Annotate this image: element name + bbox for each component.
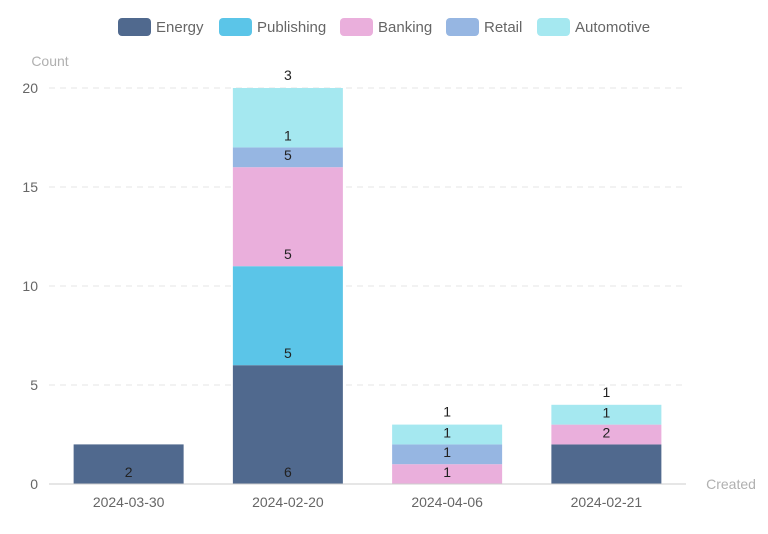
bar-segment <box>232 365 343 484</box>
bars <box>73 88 662 484</box>
legend-swatch <box>118 18 151 36</box>
legend-item: Automotive <box>537 18 650 36</box>
data-label: 1 <box>443 444 451 460</box>
legend-item: Publishing <box>219 18 326 36</box>
data-label: 1 <box>602 405 610 421</box>
data-label: 1 <box>443 464 451 480</box>
bar-segment <box>232 88 343 148</box>
legend-swatch <box>219 18 252 36</box>
legend-swatch <box>340 18 373 36</box>
legend-item: Retail <box>446 18 522 36</box>
bar-segment <box>551 404 662 425</box>
bar-segment <box>232 167 343 267</box>
y-tick-label: 5 <box>30 377 38 393</box>
x-tick-label: 2024-02-21 <box>571 494 643 510</box>
data-labels: 2 6 5 5 5 1 3 1 1 1 1 2 1 1 <box>125 67 611 480</box>
legend-item: Energy <box>118 18 204 36</box>
legend-label: Energy <box>156 19 204 36</box>
bar-segment <box>392 424 503 445</box>
y-axis-ticks: 0 5 10 15 20 <box>22 80 38 492</box>
total-label: 1 <box>602 384 610 400</box>
legend-label: Automotive <box>575 19 650 36</box>
y-tick-label: 10 <box>22 278 38 294</box>
bar-segment <box>73 444 184 484</box>
bar-segment <box>232 266 343 366</box>
legend-label: Banking <box>378 19 432 36</box>
x-tick-label: 2024-04-06 <box>411 494 483 510</box>
bar-segment <box>392 464 503 484</box>
data-label: 5 <box>284 246 292 262</box>
data-label: 1 <box>284 127 292 143</box>
data-label: 6 <box>284 464 292 480</box>
y-axis-title: Count <box>31 53 68 69</box>
y-tick-label: 0 <box>30 476 38 492</box>
legend: Energy Publishing Banking Retail Automotive <box>118 18 650 36</box>
bar-segment <box>392 444 503 465</box>
data-label: 1 <box>443 424 451 440</box>
total-label: 1 <box>443 404 451 420</box>
x-axis-ticks: 2024-03-30 2024-02-20 2024-04-06 2024-02-21 <box>93 494 643 510</box>
x-tick-label: 2024-03-30 <box>93 494 165 510</box>
legend-swatch <box>446 18 479 36</box>
bar-segment <box>551 444 662 484</box>
data-label: 2 <box>602 424 610 440</box>
legend-label: Publishing <box>257 19 326 36</box>
legend-item: Banking <box>340 18 432 36</box>
bar-segment <box>232 147 343 168</box>
legend-swatch <box>537 18 570 36</box>
x-axis-title: Created <box>706 476 756 492</box>
data-label: 2 <box>125 464 133 480</box>
y-tick-label: 20 <box>22 80 38 96</box>
legend-label: Retail <box>484 19 522 36</box>
total-label: 3 <box>284 67 292 83</box>
bar-segment <box>551 424 662 445</box>
data-label: 5 <box>284 147 292 163</box>
y-tick-label: 15 <box>22 179 38 195</box>
x-tick-label: 2024-02-20 <box>252 494 324 510</box>
data-label: 5 <box>284 345 292 361</box>
gridlines <box>49 87 686 386</box>
